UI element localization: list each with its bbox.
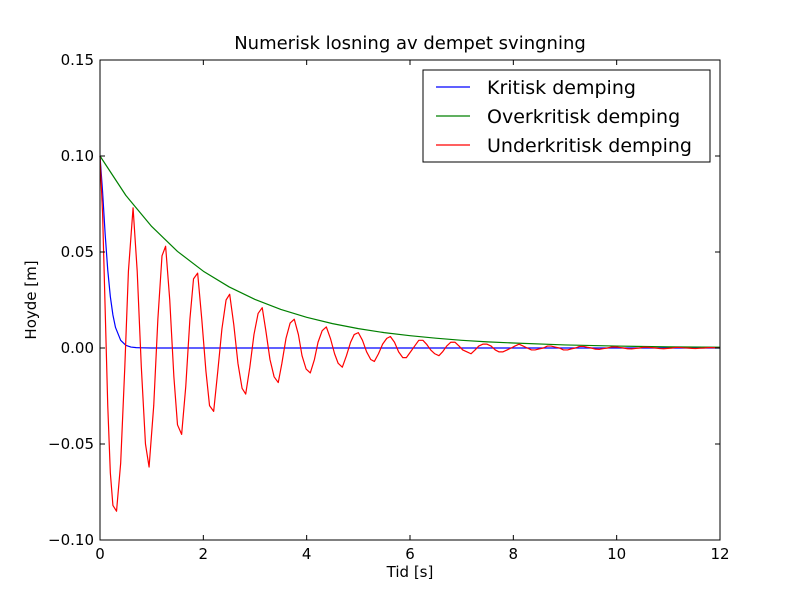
y-tick-label: 0.05: [61, 243, 94, 261]
series-line-1: [99, 155, 720, 349]
series-line-2: [99, 155, 721, 348]
legend-entry-label: Underkritisk demping: [487, 135, 692, 157]
y-axis-ticks: −0.10 −0.05 0.00 0.05 0.10 0.15: [48, 51, 720, 549]
legend-entry-label: Overkritisk demping: [487, 106, 680, 128]
x-tick-label: 10: [607, 545, 626, 563]
y-tick-label: 0.15: [61, 51, 94, 69]
x-axis-ticks: 0 2 4 6 8 10 12: [95, 60, 730, 563]
x-tick-label: 2: [199, 545, 209, 563]
x-tick-label: 4: [302, 545, 312, 563]
y-tick-label: 0.00: [61, 339, 94, 357]
chart-title: Numerisk losning av dempet svingning: [234, 33, 586, 54]
y-axis-label: Hoyde [m]: [22, 260, 40, 339]
legend-entry-label: Kritisk demping: [487, 77, 636, 99]
x-tick-label: 8: [509, 545, 519, 563]
legend-box: [422, 69, 711, 163]
y-tick-label: −0.05: [48, 435, 94, 453]
x-axis-label: Tid [s]: [386, 563, 434, 581]
legend: Kritisk demping Overkritisk demping Underk…: [422, 69, 711, 163]
series-layer: [99, 155, 721, 512]
y-tick-label: 0.10: [61, 147, 94, 165]
x-tick-label: 12: [710, 545, 729, 563]
x-tick-label: 6: [405, 545, 415, 563]
series-line-3: [99, 155, 721, 512]
plot-area: 0 2 4 6 8 10 12 −0.10 −0.05 0.00 0.05 0.10 0.15: [48, 51, 730, 563]
x-tick-label: 0: [95, 545, 105, 563]
y-tick-label: −0.10: [48, 531, 94, 549]
